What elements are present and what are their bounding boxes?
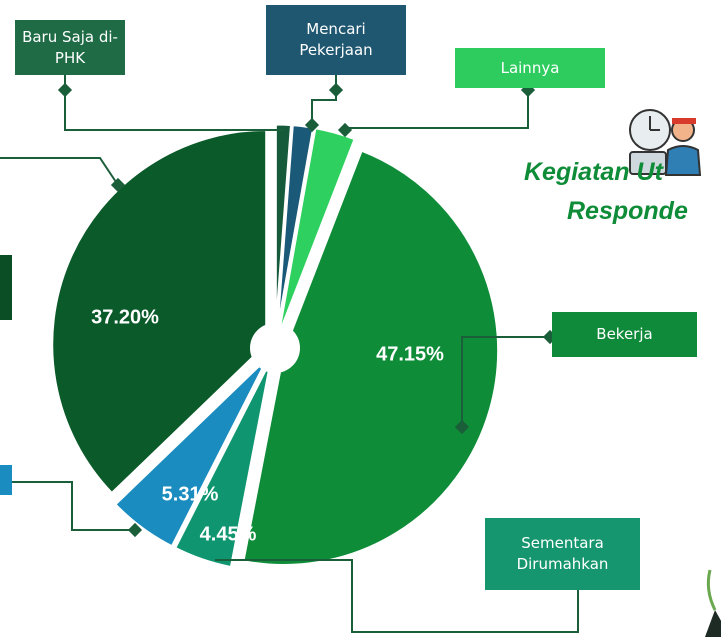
category-label — [0, 465, 12, 495]
leader — [0, 158, 118, 185]
category-label: Lainnya — [455, 48, 605, 88]
page: 47.15% 4.45% 5.31% 37.20% Kegiatan Ut Respo… — [0, 0, 721, 637]
value-label: 37.20% — [91, 306, 159, 328]
leader — [312, 75, 336, 125]
value-label: 5.31% — [162, 483, 219, 505]
category-label: Mencari Pekerjaan — [266, 5, 406, 75]
title-line: Responde — [567, 197, 688, 226]
value-label: 47.15% — [376, 343, 444, 365]
value-label: 4.45% — [200, 523, 257, 545]
pie-hole — [250, 323, 300, 373]
leader — [65, 75, 283, 130]
title-line: Kegiatan Ut — [524, 158, 663, 187]
category-label: Sementara Dirumahkan — [485, 518, 640, 590]
category-label — [0, 255, 12, 320]
plant — [705, 570, 721, 637]
leader — [345, 88, 528, 128]
category-label: Bekerja — [552, 312, 697, 357]
category-label: Baru Saja di-PHK — [15, 20, 125, 75]
